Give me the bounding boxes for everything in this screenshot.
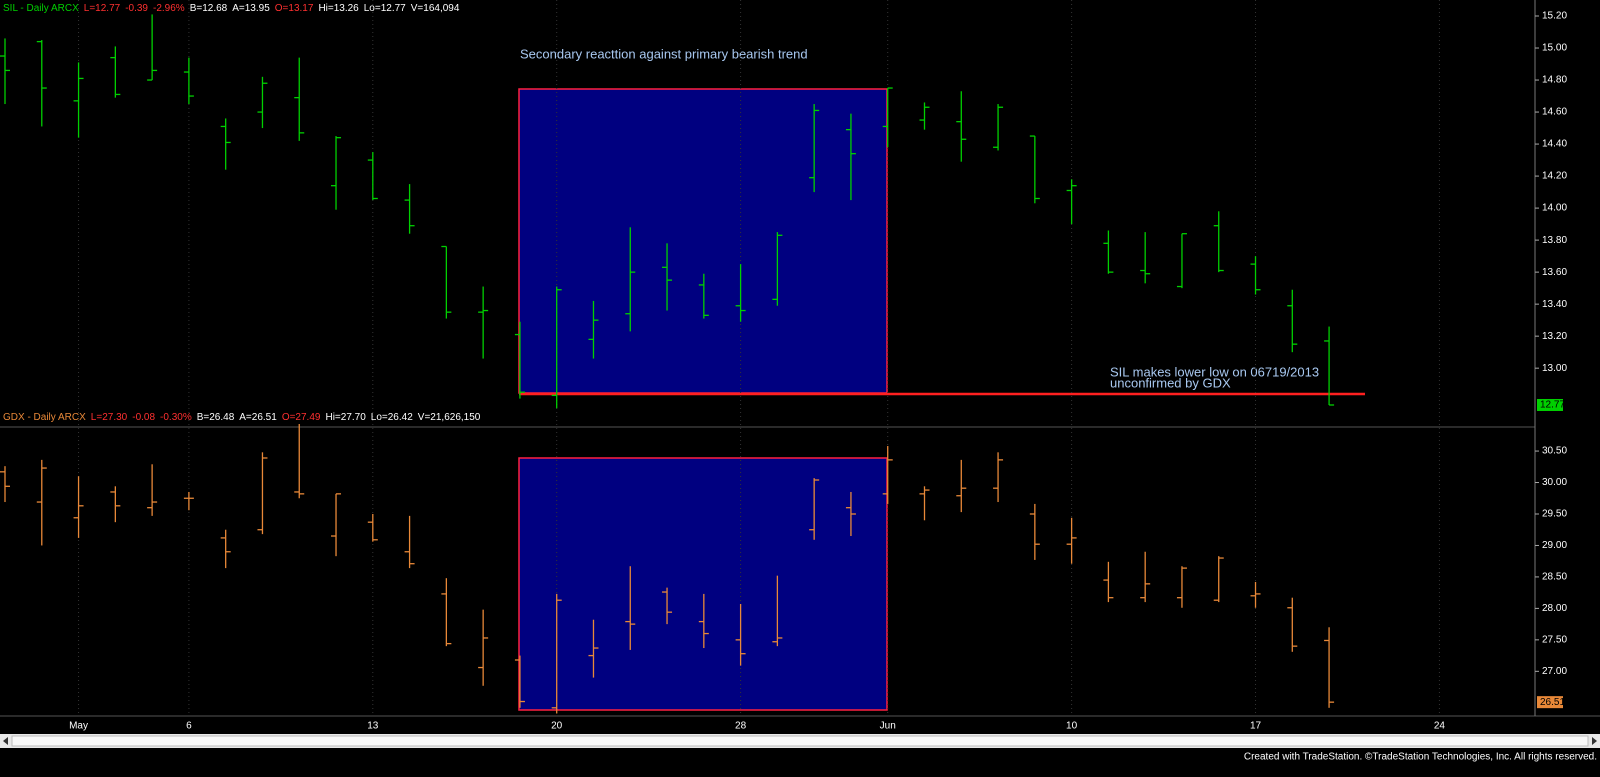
header-item: -0.39 bbox=[125, 3, 148, 14]
x-tick-label: 13 bbox=[367, 721, 379, 732]
y-tick-label: 30.00 bbox=[1542, 477, 1567, 488]
header-item: Lo=12.77 bbox=[364, 3, 406, 14]
y-tick-label: 29.50 bbox=[1542, 509, 1567, 520]
annotation: unconfirmed by GDX bbox=[1110, 375, 1231, 390]
highlight-box bbox=[518, 457, 888, 711]
y-tick-label: 13.40 bbox=[1542, 299, 1567, 310]
chart-header: GDX - Daily ARCX L=27.30 -0.08 -0.30% B=26.4… bbox=[3, 412, 481, 423]
last-price-label: 26.51 bbox=[1540, 697, 1565, 708]
annotation: Secondary reacttion against primary bear… bbox=[520, 46, 808, 61]
header-item: O=13.17 bbox=[275, 3, 314, 14]
header-item: V=21,626,150 bbox=[418, 412, 481, 423]
y-tick-label: 13.20 bbox=[1542, 331, 1567, 342]
y-tick-label: 15.00 bbox=[1542, 43, 1567, 54]
last-price-box bbox=[1537, 696, 1563, 709]
header-item: -0.30% bbox=[160, 412, 192, 423]
scrollbar-thumb[interactable] bbox=[11, 735, 1589, 747]
last-price-box bbox=[1537, 398, 1563, 411]
highlight-box bbox=[518, 88, 888, 394]
header-item: V=164,094 bbox=[411, 3, 460, 14]
y-tick-label: 14.00 bbox=[1542, 203, 1567, 214]
y-tick-label: 30.50 bbox=[1542, 446, 1567, 457]
x-tick-label: 20 bbox=[551, 721, 563, 732]
header-item: O=27.49 bbox=[282, 412, 321, 423]
y-tick-label: 28.00 bbox=[1542, 603, 1567, 614]
y-tick-label: 27.00 bbox=[1542, 666, 1567, 677]
x-tick-label: 17 bbox=[1250, 721, 1262, 732]
header-item: SIL - Daily ARCX bbox=[3, 3, 79, 14]
last-price-label: 12.77 bbox=[1540, 400, 1565, 411]
y-tick-label: 14.40 bbox=[1542, 139, 1567, 150]
annotation: SIL makes lower low on 06719/2013 bbox=[1110, 364, 1319, 379]
y-tick-label: 14.80 bbox=[1542, 75, 1567, 86]
header-item: -2.96% bbox=[153, 3, 185, 14]
x-tick-label: May bbox=[69, 721, 88, 732]
header-item: Lo=26.42 bbox=[371, 412, 413, 423]
x-tick-label: 10 bbox=[1066, 721, 1078, 732]
chart-header: SIL - Daily ARCX L=12.77 -0.39 -2.96% B=12.6… bbox=[3, 3, 460, 14]
y-tick-label: 13.60 bbox=[1542, 267, 1567, 278]
header-item: GDX - Daily ARCX bbox=[3, 412, 86, 423]
header-item: L=12.77 bbox=[84, 3, 121, 14]
y-tick-label: 13.80 bbox=[1542, 235, 1567, 246]
x-tick-label: 28 bbox=[735, 721, 747, 732]
x-tick-label: Jun bbox=[880, 721, 896, 732]
x-tick-label: 6 bbox=[186, 721, 192, 732]
y-tick-label: 15.20 bbox=[1542, 11, 1567, 22]
y-tick-label: 13.00 bbox=[1542, 363, 1567, 374]
x-tick-label: 24 bbox=[1434, 721, 1446, 732]
header-item: Hi=27.70 bbox=[325, 412, 366, 423]
header-item: A=13.95 bbox=[232, 3, 270, 14]
y-tick-label: 14.20 bbox=[1542, 171, 1567, 182]
header-item: A=26.51 bbox=[239, 412, 277, 423]
header-item: Hi=13.26 bbox=[318, 3, 359, 14]
header-item: B=12.68 bbox=[190, 3, 228, 14]
y-tick-label: 27.50 bbox=[1542, 634, 1567, 645]
y-tick-label: 29.00 bbox=[1542, 540, 1567, 551]
header-item: L=27.30 bbox=[91, 412, 128, 423]
header-item: -0.08 bbox=[132, 412, 155, 423]
header-item: B=26.48 bbox=[197, 412, 235, 423]
y-tick-label: 28.50 bbox=[1542, 572, 1567, 583]
footer: Created with TradeStation. ©TradeStation… bbox=[1244, 752, 1597, 763]
y-tick-label: 14.60 bbox=[1542, 107, 1567, 118]
